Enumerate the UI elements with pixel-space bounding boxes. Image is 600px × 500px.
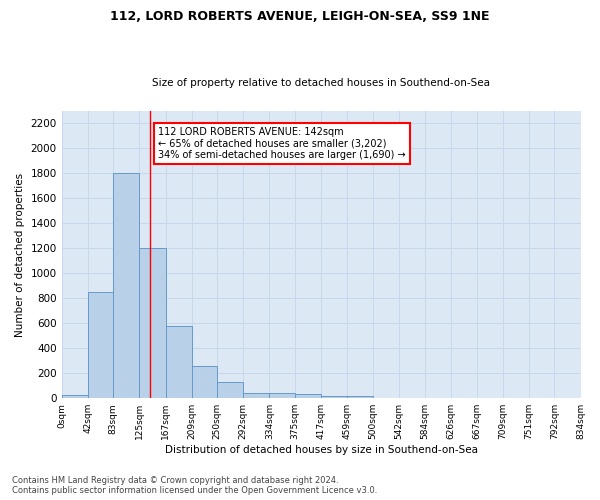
Bar	[113, 174, 139, 398]
Bar	[139, 248, 166, 398]
Title: Size of property relative to detached houses in Southend-on-Sea: Size of property relative to detached ho…	[152, 78, 490, 88]
Bar	[166, 326, 191, 398]
Bar	[321, 396, 347, 398]
Text: 112 LORD ROBERTS AVENUE: 142sqm
← 65% of detached houses are smaller (3,202)
34%: 112 LORD ROBERTS AVENUE: 142sqm ← 65% of…	[158, 127, 406, 160]
Bar	[269, 392, 295, 398]
Bar	[88, 292, 113, 398]
Y-axis label: Number of detached properties: Number of detached properties	[15, 172, 25, 336]
Bar	[244, 392, 269, 398]
Bar	[295, 394, 321, 398]
Bar	[62, 395, 88, 398]
Bar	[191, 366, 217, 398]
X-axis label: Distribution of detached houses by size in Southend-on-Sea: Distribution of detached houses by size …	[164, 445, 478, 455]
Bar	[347, 396, 373, 398]
Text: Contains HM Land Registry data © Crown copyright and database right 2024.
Contai: Contains HM Land Registry data © Crown c…	[12, 476, 377, 495]
Text: 112, LORD ROBERTS AVENUE, LEIGH-ON-SEA, SS9 1NE: 112, LORD ROBERTS AVENUE, LEIGH-ON-SEA, …	[110, 10, 490, 23]
Bar	[217, 382, 244, 398]
